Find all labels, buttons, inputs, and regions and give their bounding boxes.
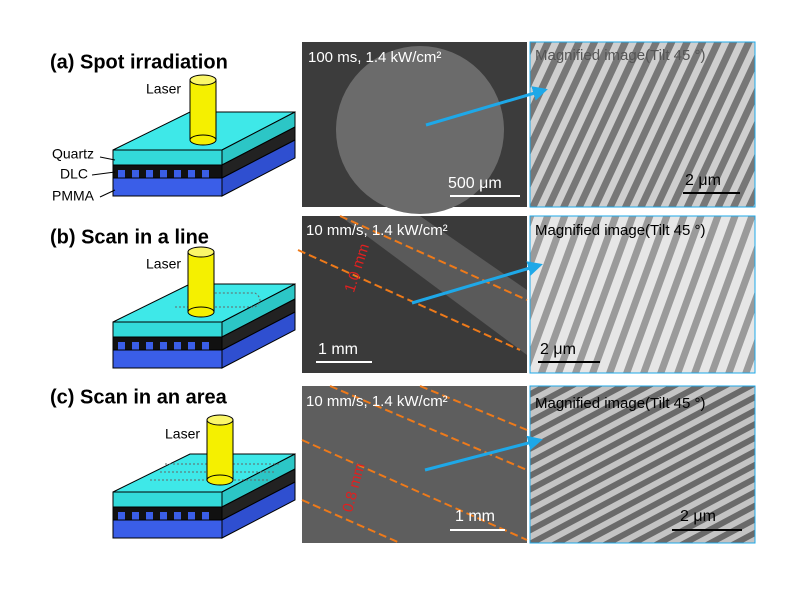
guide-lines (297, 215, 528, 351)
layer-label: Quartz (52, 146, 94, 162)
laser-label: Laser (146, 256, 181, 272)
scale-label: 2 μm (540, 341, 576, 358)
scale-label: 1 mm (318, 341, 358, 358)
sem-condition: 10 mm/s, 1.4 kW/cm² (306, 222, 448, 239)
laser-beam (206, 414, 234, 486)
sem-condition: 10 mm/s, 1.4 kW/cm² (306, 393, 448, 410)
arrow (411, 261, 543, 305)
magnified-caption: Magnified image(Tilt 45 °) (535, 395, 706, 412)
irradiated-spot (336, 46, 504, 214)
laser-label: Laser (146, 81, 181, 97)
layer-stack (112, 453, 296, 539)
scale-label: 1 mm (455, 508, 495, 525)
panel-title: (a) Spot irradiation (50, 51, 228, 73)
laser-label: Laser (165, 426, 200, 442)
layer-label: DLC (60, 166, 88, 182)
panel-title: (b) Scan in a line (50, 226, 209, 248)
panel-title: (c) Scan in an area (50, 386, 228, 408)
scan-track (175, 292, 261, 308)
laser-beam (187, 246, 215, 318)
magnified-image (529, 215, 756, 374)
scale-label: 500 μm (448, 175, 502, 192)
magnified-caption: Magnified image(Tilt 45 °) (535, 222, 706, 239)
scale-label: 2 μm (685, 172, 721, 189)
arrow (424, 435, 543, 472)
scale-label: 2 μm (680, 508, 716, 525)
guide-lines (301, 385, 528, 544)
magnified-caption: Magnified image(Tilt 45 °) (535, 47, 706, 64)
magnified-image (529, 41, 756, 208)
laser-beam (189, 74, 217, 146)
layer-label: PMMA (52, 188, 95, 204)
scan-line (340, 216, 527, 355)
leader-lines (91, 156, 116, 198)
sem-condition: 100 ms, 1.4 kW/cm² (308, 49, 441, 66)
magnified-image (529, 385, 756, 544)
arrow (425, 86, 548, 127)
